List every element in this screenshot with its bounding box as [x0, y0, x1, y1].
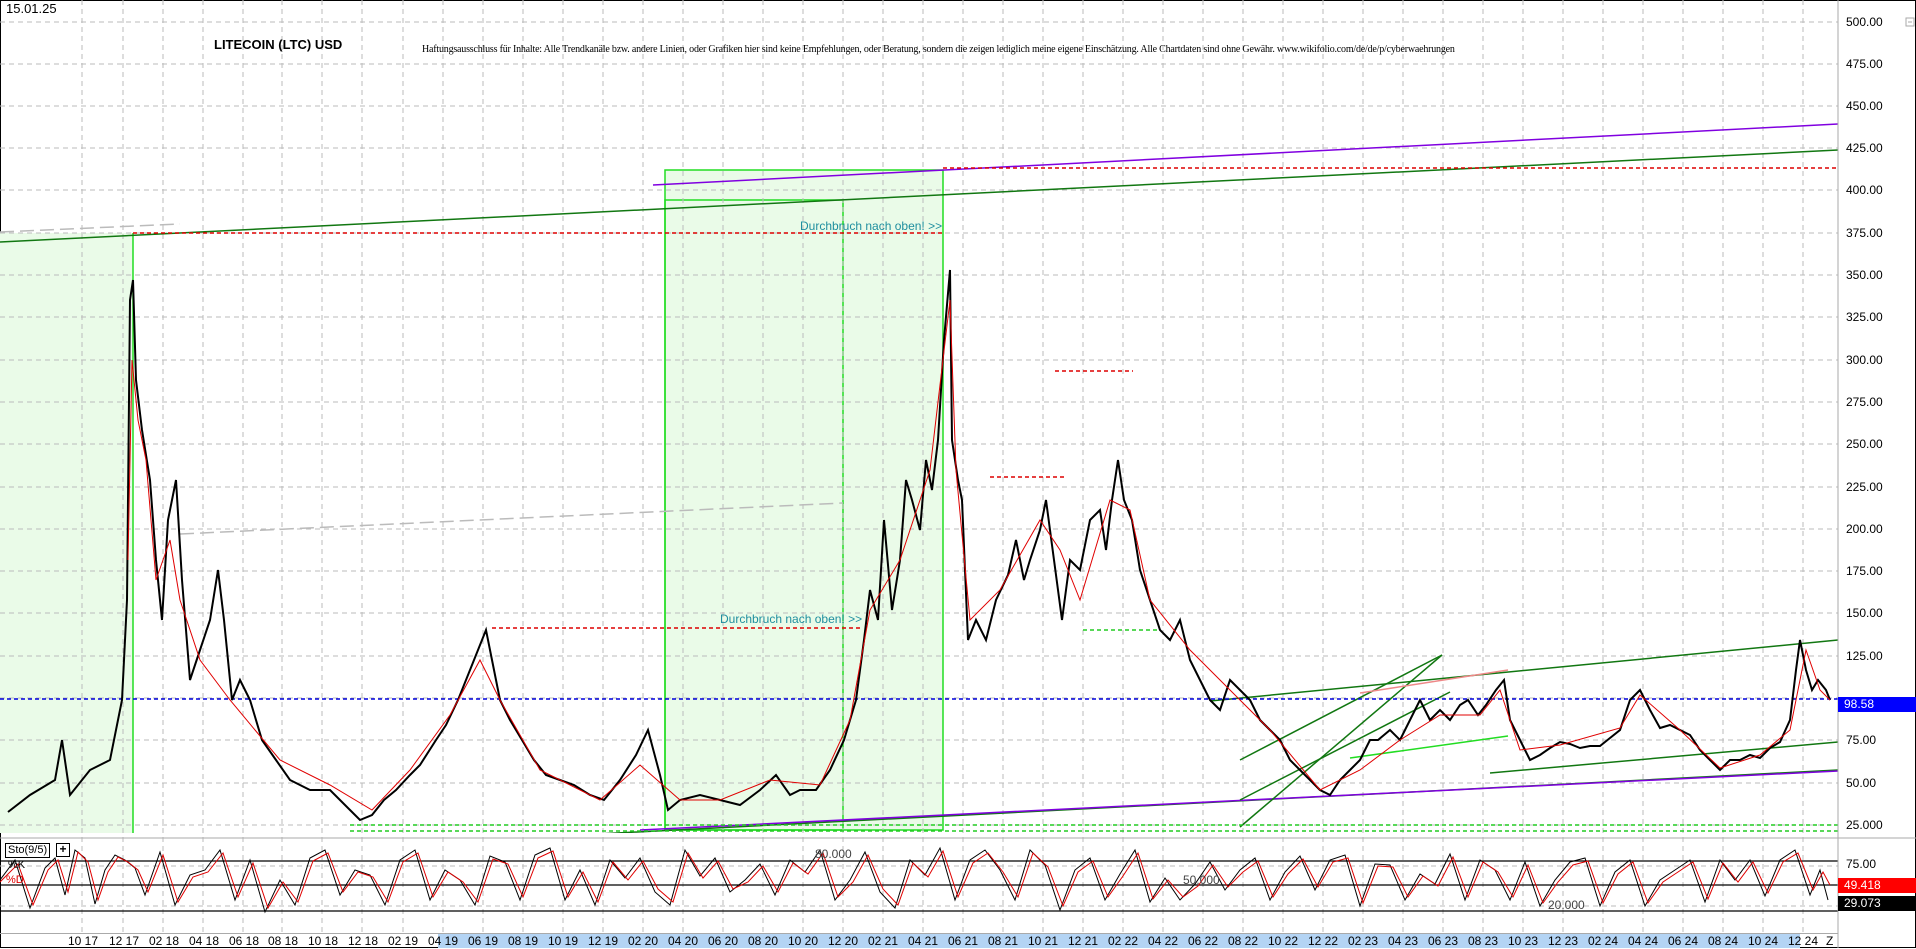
- time-tick: 10 23: [1508, 934, 1539, 948]
- stochastic-indicator-label[interactable]: Sto(9/5): [5, 843, 51, 858]
- time-tick: 02 21: [868, 934, 899, 948]
- time-tick: 02 19: [388, 934, 419, 948]
- stochastic-d-value-tag: 49.418: [1838, 878, 1916, 893]
- breakout-annotation-lower[interactable]: Durchbruch nach oben! >>: [720, 612, 863, 626]
- time-tick: 12 21: [1068, 934, 1099, 948]
- time-tick: 02 22: [1108, 934, 1139, 948]
- time-grid: [81, 0, 1804, 933]
- stochastic-d-line: [0, 849, 1831, 910]
- time-tick: 06 24: [1668, 934, 1699, 948]
- time-tick: 02 20: [628, 934, 659, 948]
- time-tick: 12 19: [588, 934, 619, 948]
- time-tick: 04 20: [668, 934, 699, 948]
- price-tick: 475.00: [1846, 57, 1883, 71]
- time-tick: 10 21: [1028, 934, 1059, 948]
- chart-title: LITECOIN (LTC) USD: [214, 37, 343, 52]
- time-tick: 08 23: [1468, 934, 1499, 948]
- price-tick: 275.00: [1846, 395, 1883, 409]
- stochastic-d-label: %D: [6, 874, 24, 886]
- time-tick: 10 24: [1748, 934, 1779, 948]
- time-tick: 08 22: [1228, 934, 1259, 948]
- time-tick: 10 18: [308, 934, 339, 948]
- price-tick: 250.00: [1846, 437, 1883, 451]
- time-tick: 10 22: [1268, 934, 1299, 948]
- time-tick: 04 22: [1148, 934, 1179, 948]
- chart-date: 15.01.25: [6, 1, 57, 16]
- time-tick: 10 20: [788, 934, 819, 948]
- time-tick: 08 18: [268, 934, 299, 948]
- price-tick: 50.00: [1846, 776, 1877, 790]
- highlight-zones: [0, 169, 944, 833]
- time-tick: 12 18: [348, 934, 379, 948]
- time-tick: 04 23: [1388, 934, 1419, 948]
- price-tick: 425.00: [1846, 141, 1883, 155]
- time-axis-highlight: [438, 934, 1800, 948]
- price-tick: 75.00: [1846, 733, 1877, 747]
- time-tick: 12 20: [828, 934, 859, 948]
- time-tick: 12 24: [1788, 934, 1819, 948]
- price-tick: 175.00: [1846, 564, 1883, 578]
- price-tick: 400.00: [1846, 183, 1883, 197]
- time-tick: 02 24: [1588, 934, 1619, 948]
- current-price-tag: 98.58: [1838, 697, 1916, 712]
- time-tick: 02 23: [1348, 934, 1379, 948]
- time-tick: 04 21: [908, 934, 939, 948]
- time-tick: 06 18: [229, 934, 260, 948]
- time-axis-end-marker: Z: [1826, 934, 1834, 948]
- time-tick: 02 18: [149, 934, 180, 948]
- trend-lines[interactable]: [0, 123, 1838, 838]
- osc-level-50: 50.000: [1183, 873, 1220, 887]
- time-tick: 12 17: [109, 934, 140, 948]
- time-tick: 06 20: [708, 934, 739, 948]
- horizontal-levels[interactable]: [0, 167, 1838, 832]
- price-tick: 200.00: [1846, 522, 1883, 536]
- time-tick: 10 19: [548, 934, 579, 948]
- price-series-red: [127, 299, 1831, 811]
- time-tick: 12 23: [1548, 934, 1579, 948]
- time-tick: 06 19: [468, 934, 499, 948]
- price-tick: 25.000: [1846, 818, 1883, 832]
- osc-level-20: 20.000: [1548, 898, 1585, 912]
- time-tick: 06 22: [1188, 934, 1219, 948]
- price-tick: 125.00: [1846, 649, 1883, 663]
- time-tick: 06 21: [948, 934, 979, 948]
- time-tick: 08 20: [748, 934, 779, 948]
- stochastic-k-line: [0, 846, 1829, 914]
- time-tick: 08 24: [1708, 934, 1739, 948]
- price-tick: 375.00: [1846, 226, 1883, 240]
- collapse-icon[interactable]: [1905, 17, 1915, 27]
- price-series: [7, 269, 1831, 822]
- disclaimer-text: Haftungsausschluss für Inhalte: Alle Tre…: [422, 44, 1455, 55]
- osc-level-80: 80.000: [815, 847, 852, 861]
- time-tick: 10 17: [68, 934, 99, 948]
- price-tick: 300.00: [1846, 353, 1883, 367]
- time-tick: 04 19: [428, 934, 459, 948]
- price-tick: 325.00: [1846, 310, 1883, 324]
- price-tick: 500.00: [1846, 15, 1883, 29]
- price-grid: [0, 21, 1838, 826]
- price-tick: 450.00: [1846, 99, 1883, 113]
- time-tick: 04 18: [189, 934, 220, 948]
- price-tick: 225.00: [1846, 480, 1883, 494]
- price-tick: 350.00: [1846, 268, 1883, 282]
- stochastic-k-value-tag: 29.073: [1838, 896, 1916, 911]
- time-tick: 08 21: [988, 934, 1019, 948]
- time-tick: 06 23: [1428, 934, 1459, 948]
- time-axis[interactable]: [0, 933, 1838, 949]
- osc-axis-75: 75.00: [1846, 857, 1877, 871]
- time-tick: 12 22: [1308, 934, 1339, 948]
- time-tick: 04 24: [1628, 934, 1659, 948]
- breakout-annotation-upper[interactable]: Durchbruch nach oben! >>: [800, 219, 943, 233]
- stochastic-k-label: %K: [8, 859, 26, 871]
- price-tick: 150.00: [1846, 606, 1883, 620]
- stochastic-pane: [0, 846, 1838, 914]
- add-indicator-plus-icon[interactable]: +: [56, 843, 70, 857]
- time-tick: 08 19: [508, 934, 539, 948]
